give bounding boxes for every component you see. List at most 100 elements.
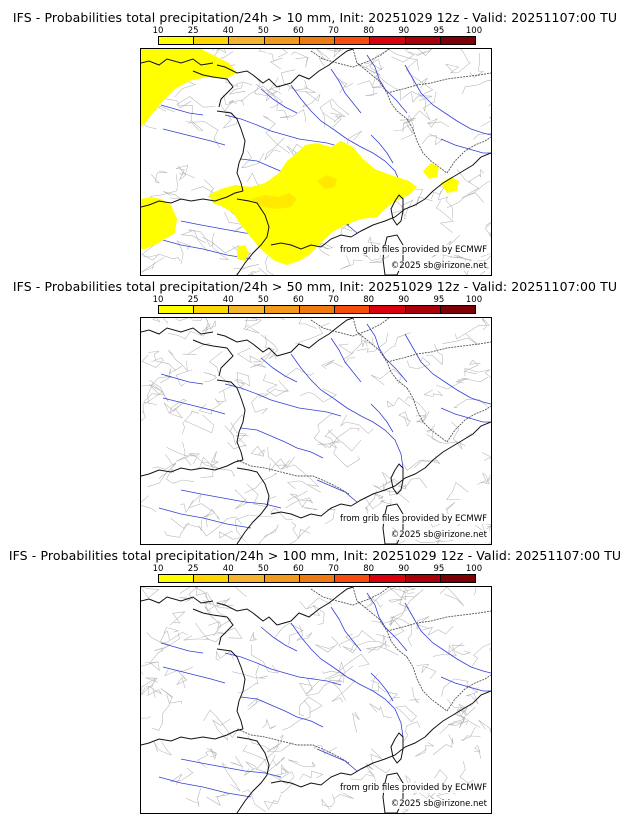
admin-line	[247, 735, 280, 751]
river	[316, 479, 358, 503]
admin-line	[188, 453, 218, 469]
scale-tick-70: 70	[328, 26, 339, 36]
admin-line	[291, 522, 311, 539]
admin-line	[324, 508, 336, 525]
admin-line	[314, 242, 334, 256]
border	[446, 674, 491, 712]
scale-segment-70	[335, 306, 371, 313]
border	[386, 72, 491, 94]
admin-line	[211, 232, 229, 260]
scale-tick-100: 100	[465, 26, 483, 36]
precip-probability-areas	[141, 49, 459, 265]
precip-area-7	[379, 185, 395, 199]
river	[160, 642, 204, 654]
scale-tick-100: 100	[465, 564, 483, 574]
admin-line	[299, 597, 332, 610]
panel-50mm: IFS - Probabilities total precipitation/…	[0, 269, 630, 545]
admin-line	[141, 716, 151, 719]
admin-line	[274, 622, 304, 646]
admin-line	[163, 191, 183, 200]
admin-line	[181, 410, 199, 435]
scale-segment-80	[370, 575, 406, 582]
admin-line	[327, 429, 362, 452]
admin-line	[370, 674, 380, 692]
map[interactable]: from grib files provided by ECMWF ©2025 …	[140, 586, 492, 814]
admin-line	[224, 99, 245, 114]
admin-line	[267, 734, 293, 753]
scale-segment-10	[159, 575, 195, 582]
admin-line	[242, 739, 280, 761]
admin-line	[481, 452, 491, 461]
admin-line	[244, 472, 278, 494]
admin-line	[251, 393, 269, 415]
admin-line	[246, 483, 277, 508]
admin-line	[327, 49, 338, 53]
admin-line	[313, 413, 334, 449]
map[interactable]: from grib files provided by ECMWF ©2025 …	[140, 48, 492, 276]
admin-line	[425, 343, 443, 366]
river	[162, 397, 226, 415]
precip-area-3	[209, 141, 417, 265]
coastline	[192, 339, 234, 377]
admin-line	[243, 324, 260, 334]
admin-line	[214, 390, 227, 405]
admin-line	[263, 794, 282, 811]
admin-line	[473, 745, 482, 759]
admin-line	[386, 397, 411, 408]
admin-line	[151, 694, 171, 731]
coastline	[424, 690, 491, 738]
coastline	[216, 110, 246, 192]
admin-line	[203, 709, 240, 739]
admin-line	[321, 359, 344, 370]
admin-line	[234, 379, 245, 390]
admin-line	[488, 103, 491, 107]
admin-line	[251, 644, 279, 674]
admin-line	[278, 764, 290, 776]
admin-line	[169, 398, 187, 414]
admin-line	[287, 480, 322, 493]
admin-line	[328, 673, 345, 683]
admin-line	[170, 767, 194, 786]
admin-line	[176, 96, 216, 109]
admin-line	[367, 635, 387, 654]
admin-line	[185, 787, 202, 807]
rivers	[158, 592, 491, 798]
river	[260, 357, 298, 383]
admin-line	[404, 396, 430, 421]
admin-line	[206, 748, 217, 760]
scale-segment-40	[229, 37, 265, 44]
admin-line	[198, 516, 243, 537]
coastline	[141, 596, 214, 604]
admin-line	[215, 49, 227, 54]
admin-line	[463, 359, 481, 375]
admin-boundaries	[141, 587, 491, 813]
scale-tick-90: 90	[398, 26, 410, 36]
admin-line	[317, 428, 338, 449]
admin-line	[247, 270, 261, 275]
admin-line	[312, 49, 313, 50]
admin-line	[152, 462, 177, 479]
scale-tick-10: 10	[152, 564, 164, 574]
admin-line	[484, 221, 491, 238]
admin-line	[219, 530, 242, 540]
admin-line	[260, 334, 279, 360]
river	[330, 337, 362, 383]
scale-bar	[158, 574, 476, 583]
river	[290, 84, 404, 200]
scale-tick-40: 40	[222, 26, 234, 36]
admin-line	[300, 388, 337, 403]
admin-line	[164, 522, 189, 538]
admin-line	[182, 441, 201, 457]
admin-line	[245, 759, 268, 770]
panel-10mm: IFS - Probabilities total precipitation/…	[0, 0, 630, 276]
precip-area-2	[141, 197, 177, 249]
scale-tick-95: 95	[433, 26, 445, 36]
admin-line	[279, 109, 306, 122]
scale-segment-80	[370, 37, 406, 44]
admin-line	[398, 593, 419, 611]
color-scale: 10 25 40 50 60 70 80 90 95 100	[150, 564, 482, 586]
admin-line	[405, 58, 428, 89]
map[interactable]: from grib files provided by ECMWF ©2025 …	[140, 317, 492, 545]
coastline	[270, 503, 352, 519]
admin-line	[163, 627, 180, 640]
